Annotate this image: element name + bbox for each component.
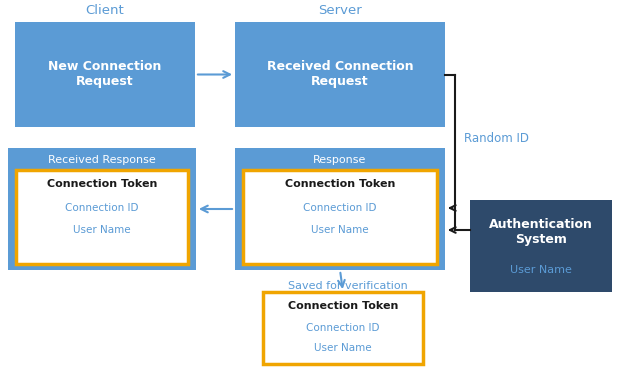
Text: Random ID: Random ID	[464, 131, 529, 144]
Bar	[15, 22, 195, 127]
Text: New Connection
Request: New Connection Request	[48, 61, 162, 89]
Text: Connection ID: Connection ID	[306, 323, 379, 333]
Text: Client: Client	[86, 3, 125, 16]
Bar	[263, 292, 423, 364]
Text: Response: Response	[313, 155, 366, 165]
Text: Connection Token: Connection Token	[47, 179, 157, 189]
Text: Server: Server	[318, 3, 362, 16]
Bar	[235, 22, 445, 127]
Text: Authentication
System: Authentication System	[489, 218, 593, 246]
Text: User Name: User Name	[73, 225, 131, 235]
Bar	[16, 170, 188, 264]
Text: Connection ID: Connection ID	[65, 203, 139, 213]
Bar	[470, 200, 612, 292]
Bar	[243, 170, 437, 264]
Text: Saved for verification: Saved for verification	[288, 281, 408, 291]
Text: Connection ID: Connection ID	[303, 203, 377, 213]
Text: User Name: User Name	[510, 265, 572, 275]
Text: User Name: User Name	[311, 225, 369, 235]
Text: User Name: User Name	[314, 343, 372, 353]
Bar	[235, 148, 445, 270]
Text: Received Response: Received Response	[48, 155, 156, 165]
Text: Connection Token: Connection Token	[288, 301, 398, 311]
Bar	[8, 148, 196, 270]
Text: Received Connection
Request: Received Connection Request	[267, 61, 414, 89]
Text: Connection Token: Connection Token	[285, 179, 395, 189]
